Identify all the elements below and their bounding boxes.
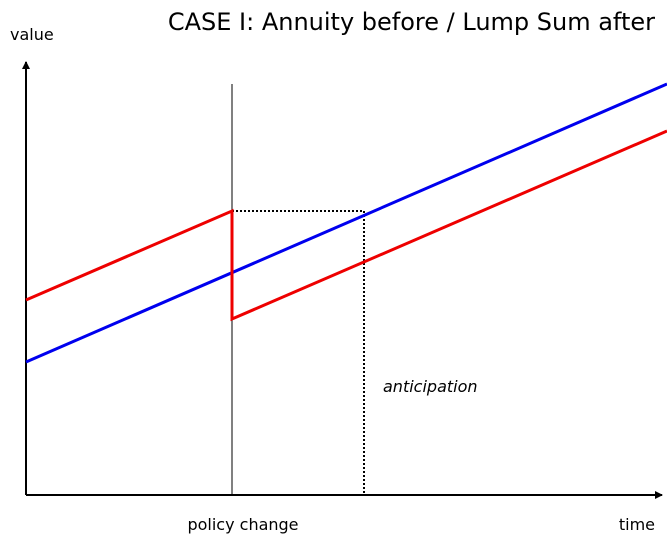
lump-sum-line [25,129,667,322]
event-label: policy change [187,515,298,534]
annuity-line [25,82,667,364]
title: CASE I: Annuity before / Lump Sum after [168,8,655,36]
anticipation-guide [232,210,365,495]
annotation: anticipation [383,377,478,396]
x-axis-label: time [619,515,655,534]
y-axis-label: value [10,25,54,44]
